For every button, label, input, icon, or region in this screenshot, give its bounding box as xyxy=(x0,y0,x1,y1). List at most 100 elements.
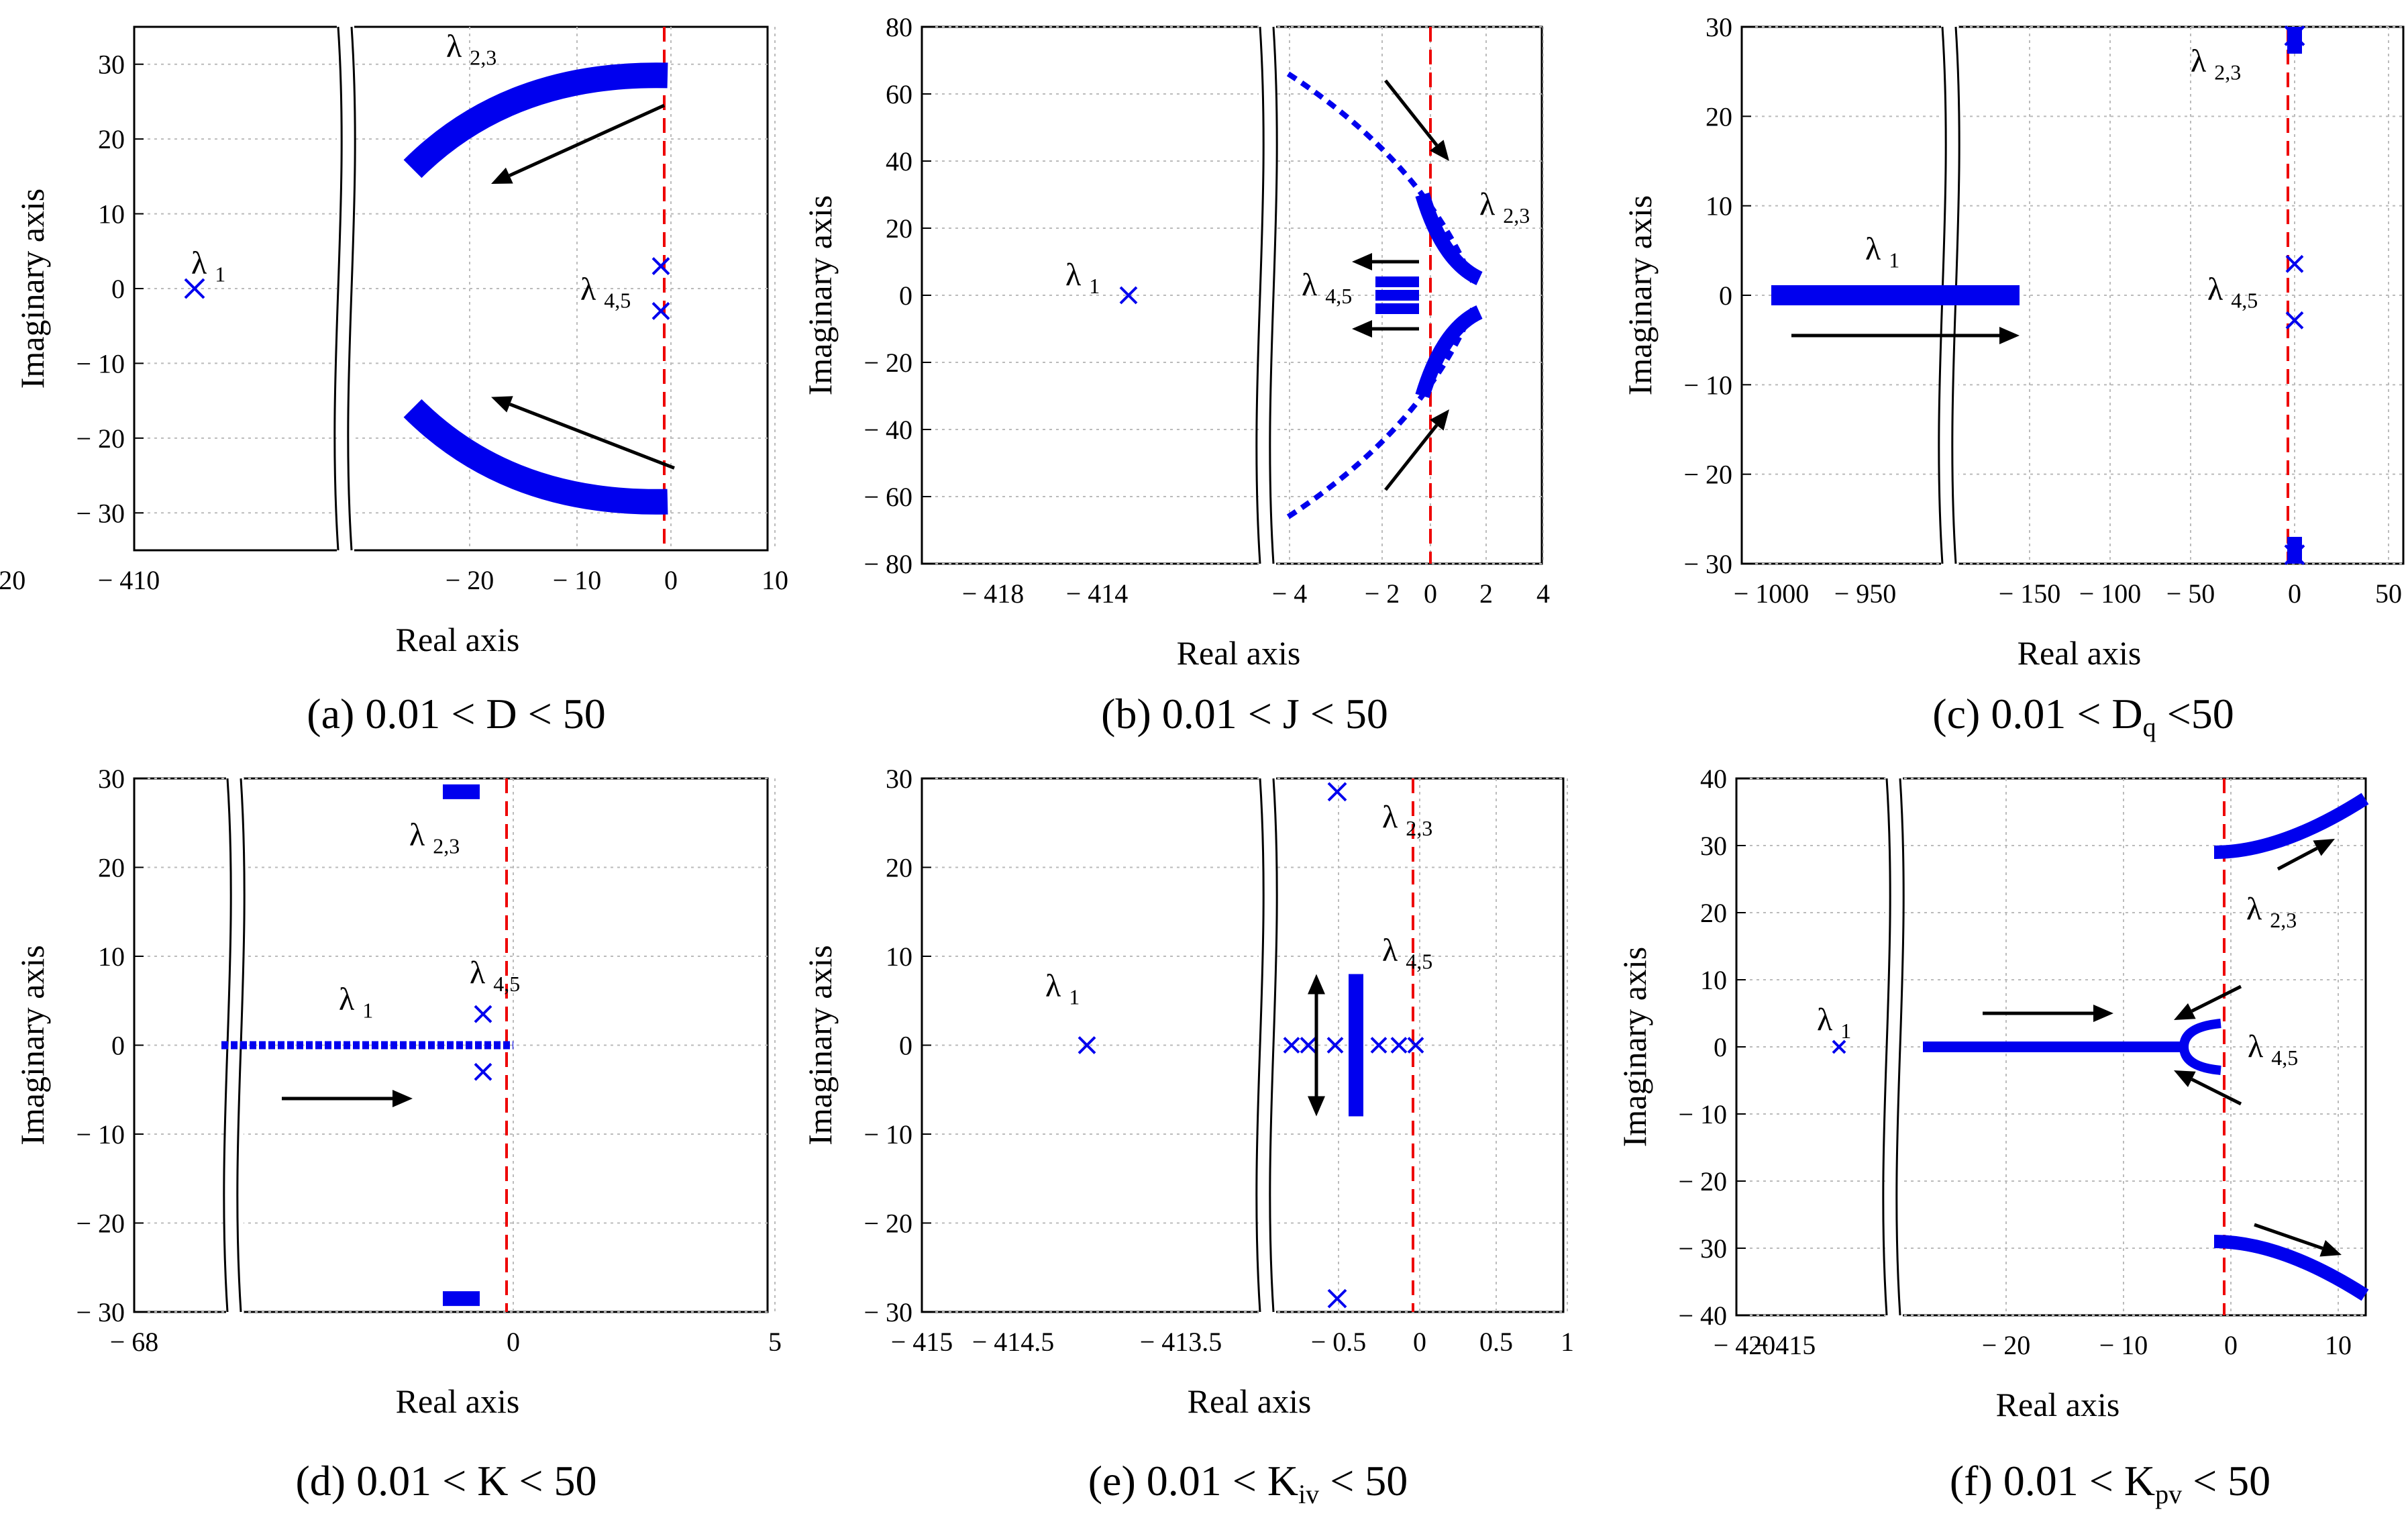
lambda45-trace xyxy=(2179,1019,2221,1075)
lambda23-trace-lower xyxy=(403,399,668,515)
lambda23-trace-upper xyxy=(1286,71,1475,283)
x-tick-label: 10 xyxy=(2325,1330,2352,1360)
y-axis-label: Imaginary axis xyxy=(13,189,51,389)
eigen-subscript: 4,5 xyxy=(493,972,520,996)
direction-arrow xyxy=(282,1090,413,1107)
y-tick-label: − 10 xyxy=(1683,370,1732,400)
lambda45-marker xyxy=(1283,1037,1300,1054)
lambda45-marker xyxy=(2285,311,2304,329)
y-axis-label: Imaginary axis xyxy=(801,195,839,396)
y-tick-label: − 30 xyxy=(1678,1233,1727,1264)
x-tick-label: − 10 xyxy=(2099,1330,2148,1360)
plot-frame xyxy=(921,777,1565,1313)
arrow-head xyxy=(2093,1005,2113,1022)
y-tick-label: − 20 xyxy=(1678,1166,1727,1197)
x-tick-label: 50 xyxy=(2375,578,2402,609)
x-tick-label: − 1000 xyxy=(1734,578,1810,609)
y-tick-label: 20 xyxy=(886,853,912,883)
panel-caption: (c) 0.01 < Dq <50 xyxy=(1932,690,2234,742)
y-tick-label: 20 xyxy=(98,853,125,883)
x-tick-label: − 418 xyxy=(962,578,1025,609)
arrow-head xyxy=(1352,253,1372,270)
y-tick-label: − 60 xyxy=(863,482,912,512)
eigen-subscript: 2,3 xyxy=(1503,203,1530,227)
direction-arrow xyxy=(1983,1005,2113,1022)
panel-caption: (f) 0.01 < Kpv < 50 xyxy=(1950,1457,2270,1509)
arrow-shaft xyxy=(2254,1223,2323,1250)
lambda23-marker xyxy=(1327,1288,1347,1309)
lambda45-marker xyxy=(474,1062,492,1081)
x-tick-label: 0 xyxy=(1413,1327,1426,1357)
lambda1-marker xyxy=(184,278,205,299)
direction-arrow xyxy=(491,396,675,470)
arrow-shaft xyxy=(2191,1078,2242,1106)
arrow-head xyxy=(1430,140,1449,161)
y-tick-label: 0 xyxy=(111,1031,125,1061)
lambda45-marker xyxy=(2285,254,2304,273)
x-axis-label: Real axis xyxy=(396,621,520,658)
lambda1-label: λ 1 xyxy=(1817,1002,1851,1043)
caption-tail: <50 xyxy=(2156,690,2234,738)
direction-arrow xyxy=(2276,839,2335,871)
panel-caption: (b) 0.01 < J < 50 xyxy=(1101,690,1388,738)
y-tick-label: 0 xyxy=(1714,1032,1727,1062)
x-tick-label: − 410 xyxy=(98,565,160,595)
lambda23-trace-lower xyxy=(1286,307,1475,519)
x-tick-label: 0 xyxy=(664,565,678,595)
axis-break-line xyxy=(347,26,356,551)
arrow-shaft xyxy=(2191,984,2242,1013)
lambda23-trace-lower xyxy=(2213,1235,2369,1301)
arrow-shaft xyxy=(1384,423,1438,491)
x-tick-label: − 415 xyxy=(1754,1330,1816,1360)
x-tick-label: 2 xyxy=(1479,578,1493,609)
eigen-subscript: 4,5 xyxy=(2271,1046,2298,1070)
eigen-subscript: 1 xyxy=(1069,985,1080,1009)
x-tick-label: − 0.5 xyxy=(1311,1327,1367,1357)
x-tick-label: 0 xyxy=(507,1327,520,1357)
lambda23-marker xyxy=(1327,782,1347,802)
y-tick-label: 0 xyxy=(899,281,912,311)
x-tick-label: − 10 xyxy=(553,565,602,595)
y-tick-label: − 10 xyxy=(1678,1099,1727,1129)
y-tick-label: − 20 xyxy=(76,423,125,454)
lambda23-trace-upper xyxy=(2213,793,2369,859)
direction-arrow xyxy=(1308,1027,1325,1117)
x-tick-label: − 150 xyxy=(1999,578,2061,609)
lambda45-marker xyxy=(1407,1037,1424,1054)
lambda45-marker xyxy=(651,302,670,320)
arrow-head xyxy=(2174,1070,2196,1088)
axis-break-line xyxy=(333,26,343,551)
x-tick-label: − 413.5 xyxy=(1140,1327,1222,1357)
lambda45-marker xyxy=(1390,1037,1408,1054)
y-tick-label: 10 xyxy=(98,942,125,972)
x-tick-label: − 20 xyxy=(1982,1330,2031,1360)
x-tick-label: 0.5 xyxy=(1479,1327,1513,1357)
y-tick-label: 30 xyxy=(1700,831,1727,861)
x-axis-label: Real axis xyxy=(1996,1386,2120,1423)
eigen-subscript: 1 xyxy=(1089,274,1100,298)
chart-panel-d: 30 20 10 0 − 10 − 20 − 30− 68 0 5 Real axis Imagin… xyxy=(13,764,782,1505)
y-tick-label: 60 xyxy=(886,79,912,109)
y-tick-label: − 80 xyxy=(863,549,912,579)
y-tick-label: 20 xyxy=(1700,898,1727,928)
eigen-subscript: 4,5 xyxy=(2231,289,2258,313)
axis-break-line xyxy=(1269,26,1278,564)
axis-break-line xyxy=(1255,26,1265,564)
eigen-subscript: 1 xyxy=(1889,248,1899,272)
y-tick-label: − 10 xyxy=(863,1119,912,1150)
arrow-head xyxy=(1308,974,1325,995)
y-tick-label: − 20 xyxy=(76,1209,125,1239)
arrow-head xyxy=(1352,320,1372,338)
x-tick-label: − 414 xyxy=(1066,578,1129,609)
x-tick-label: − 20 xyxy=(446,565,494,595)
arrow-shaft xyxy=(1384,79,1438,147)
caption-subscript: pv xyxy=(2155,1479,2182,1509)
y-tick-label: − 10 xyxy=(76,348,125,378)
direction-arrow xyxy=(2174,984,2242,1020)
y-tick-label: − 40 xyxy=(1678,1301,1727,1331)
